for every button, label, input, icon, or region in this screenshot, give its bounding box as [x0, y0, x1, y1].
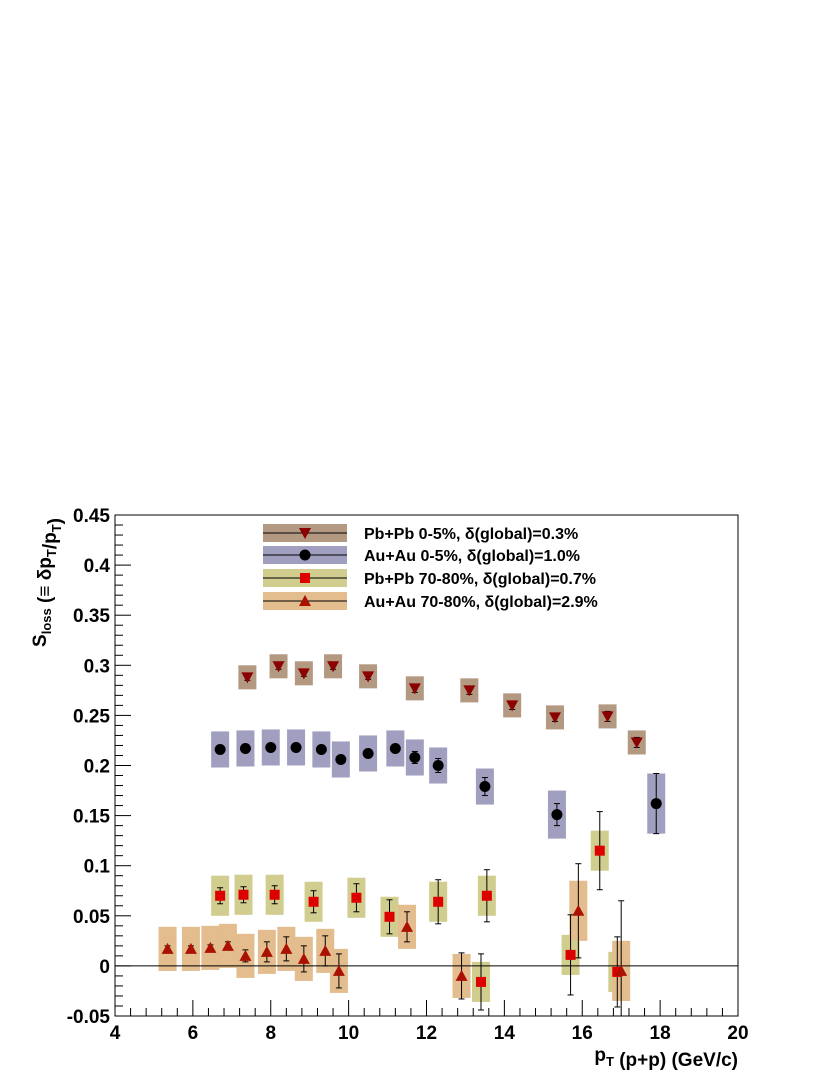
data-point: [239, 949, 252, 961]
data-point: [335, 753, 347, 765]
data-point: [548, 712, 561, 724]
data-point: [432, 760, 444, 771]
y-tick-label: -0.05: [67, 1007, 111, 1028]
legend-label: Pb+Pb 0-5%, δ(global)=0.3%: [364, 526, 578, 543]
x-tick-label: 12: [416, 1023, 437, 1044]
data-point: [650, 798, 662, 810]
data-point: [269, 889, 280, 900]
data-point: [479, 781, 491, 793]
data-point: [290, 741, 302, 753]
legend-marker: [299, 595, 311, 606]
x-axis-title: pT (p+p) (GeV/c): [594, 1045, 738, 1071]
x-tick-label: 18: [650, 1023, 671, 1044]
data-point: [506, 700, 519, 712]
data-point: [362, 671, 375, 683]
data-point: [409, 751, 421, 763]
data-point: [384, 911, 395, 922]
data-point: [238, 889, 249, 900]
data-point: [319, 944, 332, 956]
data-point: [630, 737, 643, 749]
data-point: [401, 920, 414, 932]
data-markers: [161, 661, 662, 987]
x-tick-label: 4: [110, 1023, 121, 1044]
data-point: [260, 945, 273, 957]
y-tick-label: 0.25: [73, 706, 110, 727]
y-tick-label: 0.45: [73, 506, 110, 527]
data-point: [551, 809, 563, 821]
data-point: [565, 949, 576, 960]
data-point: [315, 743, 327, 755]
y-tick-label: 0.35: [73, 606, 110, 627]
x-tick-label: 20: [727, 1023, 748, 1044]
y-tick-label: 0.15: [73, 807, 110, 828]
data-point: [221, 939, 234, 951]
data-point: [389, 742, 401, 754]
data-point: [327, 661, 340, 673]
data-point: [594, 845, 605, 856]
y-axis-title: Sloss (≡ δpT/pT): [30, 518, 66, 647]
data-point: [272, 661, 285, 673]
legend-label: Au+Au 0-5%, δ(global)=1.0%: [364, 548, 580, 565]
data-point: [408, 683, 421, 695]
data-point: [297, 668, 310, 680]
data-point: [332, 964, 345, 976]
data-point: [601, 711, 614, 723]
y-tick-label: 0.4: [84, 556, 111, 577]
data-point: [184, 942, 197, 954]
data-point: [265, 741, 277, 753]
y-tick-label: 0.05: [73, 907, 110, 928]
legend-marker: [299, 549, 311, 561]
x-tick-label: 6: [188, 1023, 199, 1044]
data-point: [572, 904, 585, 916]
data-point: [214, 743, 226, 755]
data-point: [239, 742, 251, 754]
x-tick-label: 16: [572, 1023, 593, 1044]
legend: Pb+Pb 0-5%, δ(global)=0.3% Au+Au 0-5%, δ(…: [263, 524, 598, 611]
data-point: [455, 969, 468, 981]
legend-marker: [299, 528, 311, 539]
data-point: [615, 964, 628, 976]
y-tick-label: 0.3: [84, 656, 110, 677]
data-point: [362, 747, 374, 759]
data-point: [351, 892, 362, 903]
data-point: [297, 952, 310, 964]
y-tick-label: 0.1: [84, 857, 111, 878]
x-tick-label: 10: [338, 1023, 359, 1044]
data-point: [476, 976, 487, 987]
legend-marker: [300, 573, 310, 583]
y-tick-label: 0: [99, 957, 110, 978]
data-point: [215, 890, 226, 901]
y-tick-label: 0.2: [84, 757, 110, 778]
data-point: [161, 942, 174, 954]
systematic-bands: [158, 654, 666, 1002]
legend-label: Pb+Pb 70-80%, δ(global)=0.7%: [364, 571, 596, 588]
data-point: [463, 685, 476, 697]
x-tick-label: 8: [265, 1023, 276, 1044]
data-point: [433, 896, 444, 907]
data-point: [280, 942, 293, 954]
x-tick-label: 14: [494, 1023, 516, 1044]
data-point: [612, 966, 623, 977]
data-point: [241, 672, 254, 684]
tick-labels: 4 6 8 10 12 14 16 18 20 -0.05 0 0.05 0.1 0.15 0.2 0.25 0…: [67, 506, 749, 1044]
axis-ticks: [114, 514, 739, 1017]
legend-label: Au+Au 70-80%, δ(global)=2.9%: [364, 594, 598, 611]
data-point: [481, 890, 492, 901]
data-point: [308, 896, 319, 907]
data-point: [204, 941, 217, 953]
